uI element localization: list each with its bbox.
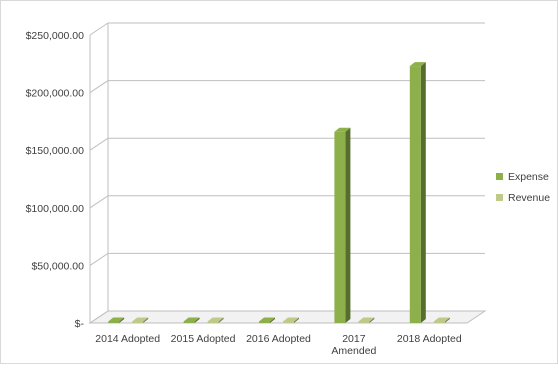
bar-side: [119, 317, 125, 323]
bar-front: [334, 131, 346, 323]
bar-expense: [108, 317, 125, 323]
bar-side: [270, 317, 275, 323]
legend-swatch-revenue: [496, 194, 503, 201]
y-tick-label: $100,000.00: [26, 203, 85, 215]
bar-top: [334, 127, 351, 132]
gridline-depth: [89, 22, 109, 36]
bar-front: [433, 321, 445, 323]
bar-front: [409, 66, 421, 323]
bar-top: [108, 317, 125, 322]
bar-expense: [259, 317, 275, 323]
bar-top: [283, 317, 299, 322]
bar-front: [207, 321, 219, 323]
bar-side: [194, 317, 200, 323]
legend-label-expense: Expense: [508, 171, 549, 183]
bar-top: [433, 317, 450, 322]
bar-front: [108, 321, 120, 323]
x-tick-label: 2016 Adopted: [246, 333, 311, 345]
bar-revenue: [358, 317, 375, 323]
gridline-depth: [89, 195, 109, 209]
x-tick-label: 2018 Adopted: [397, 333, 462, 345]
bar-expense: [183, 317, 200, 323]
y-tick-label: $50,000.00: [31, 260, 84, 272]
gridline-depth: [89, 252, 109, 266]
x-tick-label: Amended: [331, 345, 376, 357]
bar-front: [132, 321, 144, 323]
bar-expense: [409, 62, 426, 323]
bars: [108, 62, 450, 323]
bar-side: [345, 127, 351, 323]
bar-front: [358, 321, 370, 323]
bar-front: [259, 321, 270, 323]
bar-side: [369, 317, 375, 323]
bar-top: [207, 317, 224, 322]
gridline-depth: [89, 80, 109, 94]
bar-side: [218, 317, 224, 323]
bar-front: [183, 321, 195, 323]
gridline-depth: [89, 310, 109, 324]
bar-top: [183, 317, 200, 322]
bar-side: [294, 317, 299, 323]
x-axis: 2014 Adopted 2015 Adopted 2016 Adopted 2017…: [95, 333, 462, 357]
y-tick-label: $250,000.00: [26, 30, 85, 42]
bar-revenue: [132, 317, 149, 323]
bar-expense: [334, 127, 351, 323]
y-tick-label: $150,000.00: [26, 145, 85, 157]
bar-top: [409, 62, 426, 67]
bar-revenue: [433, 317, 450, 323]
x-tick-label: 2015 Adopted: [171, 333, 236, 345]
y-tick-label: $200,000.00: [26, 88, 85, 100]
bar-top: [259, 317, 275, 322]
bar-front: [283, 321, 294, 323]
legend: Expense Revenue: [496, 171, 550, 204]
bar-side: [143, 317, 149, 323]
legend-label-revenue: Revenue: [508, 192, 550, 204]
legend-swatch-expense: [496, 173, 503, 180]
y-tick-label: $-: [75, 318, 85, 330]
x-tick-label: 2017: [342, 333, 366, 345]
bar-side: [444, 317, 450, 323]
bar-revenue: [283, 317, 299, 323]
bar-top: [358, 317, 375, 322]
bar-revenue: [207, 317, 224, 323]
bar-side: [420, 62, 426, 323]
y-axis: $- $50,000.00 $100,000.00 $150,000.00 $200,0…: [26, 30, 85, 330]
bar-top: [132, 317, 149, 322]
gridline-depth: [89, 137, 109, 151]
x-tick-label: 2014 Adopted: [95, 333, 160, 345]
